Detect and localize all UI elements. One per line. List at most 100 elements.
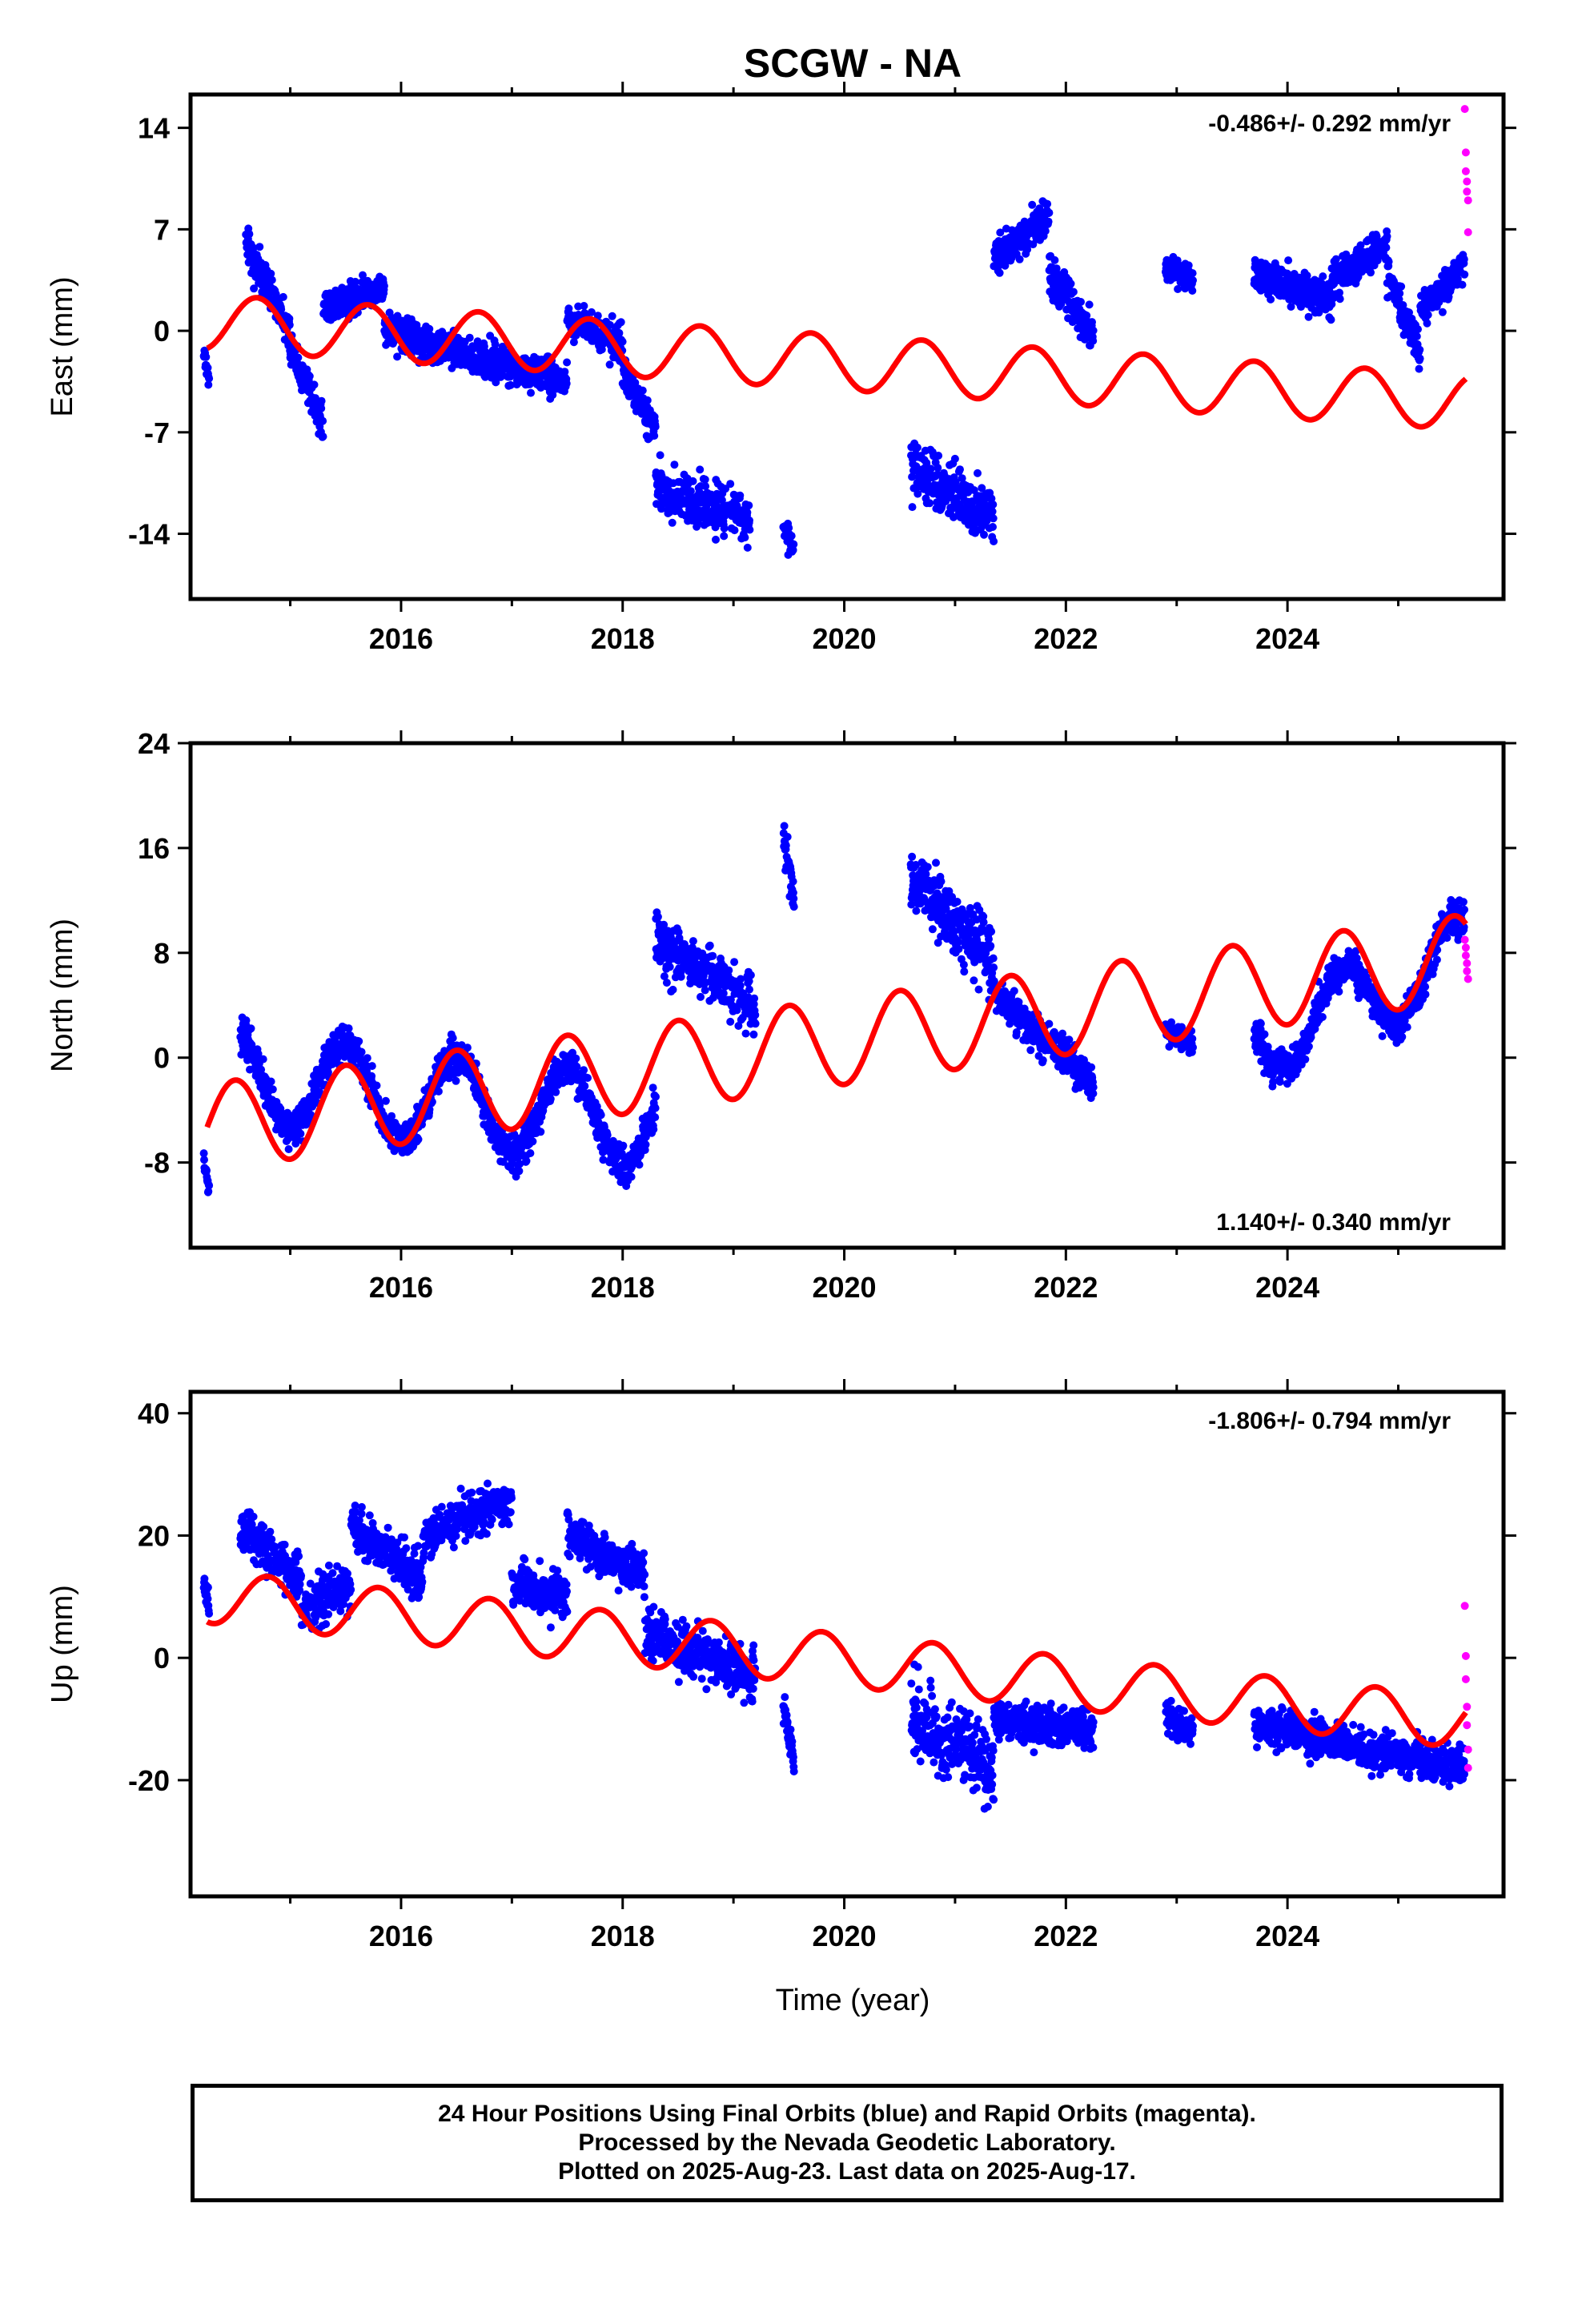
- final-orbit-point: [926, 464, 935, 473]
- final-orbit-point: [987, 494, 996, 503]
- final-orbit-point: [615, 328, 624, 337]
- final-orbit-point: [616, 318, 625, 327]
- final-orbit-point: [1384, 257, 1393, 266]
- final-orbit-point: [648, 1084, 657, 1092]
- final-orbit-point: [1297, 303, 1305, 312]
- final-orbit-point: [414, 1135, 423, 1144]
- final-orbit-point: [279, 292, 287, 301]
- final-orbit-point: [1414, 325, 1422, 334]
- final-orbit-point: [662, 979, 671, 987]
- final-orbit-point: [958, 474, 966, 483]
- y-axis-title: East (mm): [46, 276, 79, 416]
- final-orbit-point: [1438, 308, 1447, 316]
- final-orbit-point: [979, 918, 988, 927]
- final-orbit-point: [319, 432, 327, 441]
- rapid-orbit-point: [1460, 105, 1469, 114]
- final-orbit-point: [527, 388, 535, 397]
- final-orbit-point: [499, 344, 508, 352]
- final-orbit-point: [725, 966, 733, 975]
- final-orbit-point: [317, 396, 326, 405]
- final-orbit-point: [379, 282, 388, 290]
- final-orbit-point: [913, 489, 922, 498]
- final-orbit-point: [372, 1081, 381, 1090]
- final-orbit-point: [506, 380, 515, 389]
- final-orbit-point: [381, 1096, 390, 1105]
- final-orbit-point: [205, 374, 214, 383]
- final-orbit-point: [745, 501, 753, 510]
- final-orbit-point: [751, 1019, 760, 1028]
- final-orbit-point: [980, 530, 988, 539]
- final-orbit-point: [552, 1088, 560, 1096]
- final-orbit-point: [978, 484, 986, 493]
- final-orbit-point: [491, 340, 500, 348]
- final-orbit-point: [970, 976, 978, 985]
- final-orbit-point: [546, 1095, 555, 1104]
- final-orbit-point: [307, 1111, 315, 1119]
- final-orbit-point: [1423, 311, 1432, 320]
- model-fit-curve: [205, 295, 1468, 430]
- final-orbit-point: [593, 312, 602, 320]
- x-tick-label: 2022: [1034, 622, 1098, 655]
- final-orbit-point: [908, 503, 917, 512]
- final-orbit-point: [922, 459, 931, 468]
- final-orbit-point: [393, 352, 402, 361]
- final-orbit-point: [1423, 319, 1431, 328]
- final-orbit-point: [434, 1087, 443, 1096]
- final-orbit-point: [1415, 364, 1423, 373]
- final-orbit-point: [1041, 227, 1050, 235]
- final-orbit-point: [677, 972, 685, 981]
- final-orbit-point: [1460, 270, 1469, 279]
- final-orbit-point: [608, 312, 616, 320]
- final-orbit-point: [528, 1137, 537, 1146]
- final-orbit-point: [781, 841, 790, 850]
- final-orbit-point: [908, 472, 917, 481]
- x-tick-label: 2016: [369, 622, 433, 655]
- final-orbit-point: [1382, 243, 1391, 252]
- final-orbit-point: [649, 1125, 658, 1134]
- final-orbit-point: [701, 475, 709, 484]
- final-orbit-point: [205, 1181, 214, 1190]
- final-orbit-point: [923, 862, 932, 871]
- final-orbit-point: [721, 485, 730, 493]
- final-orbit-point: [267, 275, 276, 284]
- final-orbit-point: [425, 324, 434, 333]
- final-orbit-point: [989, 514, 998, 523]
- final-orbit-point: [294, 353, 303, 362]
- final-orbit-point: [199, 1149, 208, 1158]
- final-orbit-point: [619, 1141, 628, 1150]
- final-orbit-point: [1188, 287, 1197, 295]
- final-orbit-point: [726, 1017, 735, 1026]
- final-orbit-point: [1089, 336, 1098, 345]
- final-orbit-point: [1267, 295, 1275, 304]
- final-orbit-point: [1174, 285, 1182, 293]
- final-orbit-point: [1015, 255, 1024, 263]
- final-orbit-point: [651, 1104, 660, 1112]
- final-orbit-point: [956, 465, 964, 474]
- final-orbit-point: [1052, 264, 1061, 273]
- final-orbit-point: [267, 269, 275, 278]
- final-orbit-point: [1383, 232, 1391, 241]
- final-orbit-point: [987, 927, 996, 936]
- final-orbit-point: [1089, 326, 1098, 335]
- final-orbit-point: [1077, 298, 1085, 306]
- final-orbit-point: [1395, 289, 1404, 298]
- final-orbit-point: [960, 967, 969, 976]
- final-orbit-point: [1367, 268, 1375, 277]
- final-orbit-point: [562, 379, 571, 388]
- final-orbit-point: [1397, 282, 1406, 291]
- final-orbit-point: [580, 1066, 588, 1075]
- final-orbit-point: [751, 1011, 760, 1019]
- final-orbit-point: [1088, 318, 1096, 327]
- final-orbit-point: [986, 942, 995, 951]
- rapid-orbit-point: [1464, 196, 1472, 205]
- final-orbit-point: [268, 1085, 277, 1094]
- final-orbit-point: [652, 1092, 660, 1101]
- final-orbit-point: [697, 992, 705, 1001]
- final-orbit-point: [1395, 295, 1403, 304]
- final-orbit-point: [569, 338, 578, 347]
- final-orbit-point: [204, 380, 213, 389]
- final-orbit-point: [1356, 241, 1365, 250]
- rapid-orbit-point: [1463, 187, 1472, 196]
- figure-title: SCGW - NA: [744, 41, 962, 86]
- final-orbit-point: [783, 833, 792, 841]
